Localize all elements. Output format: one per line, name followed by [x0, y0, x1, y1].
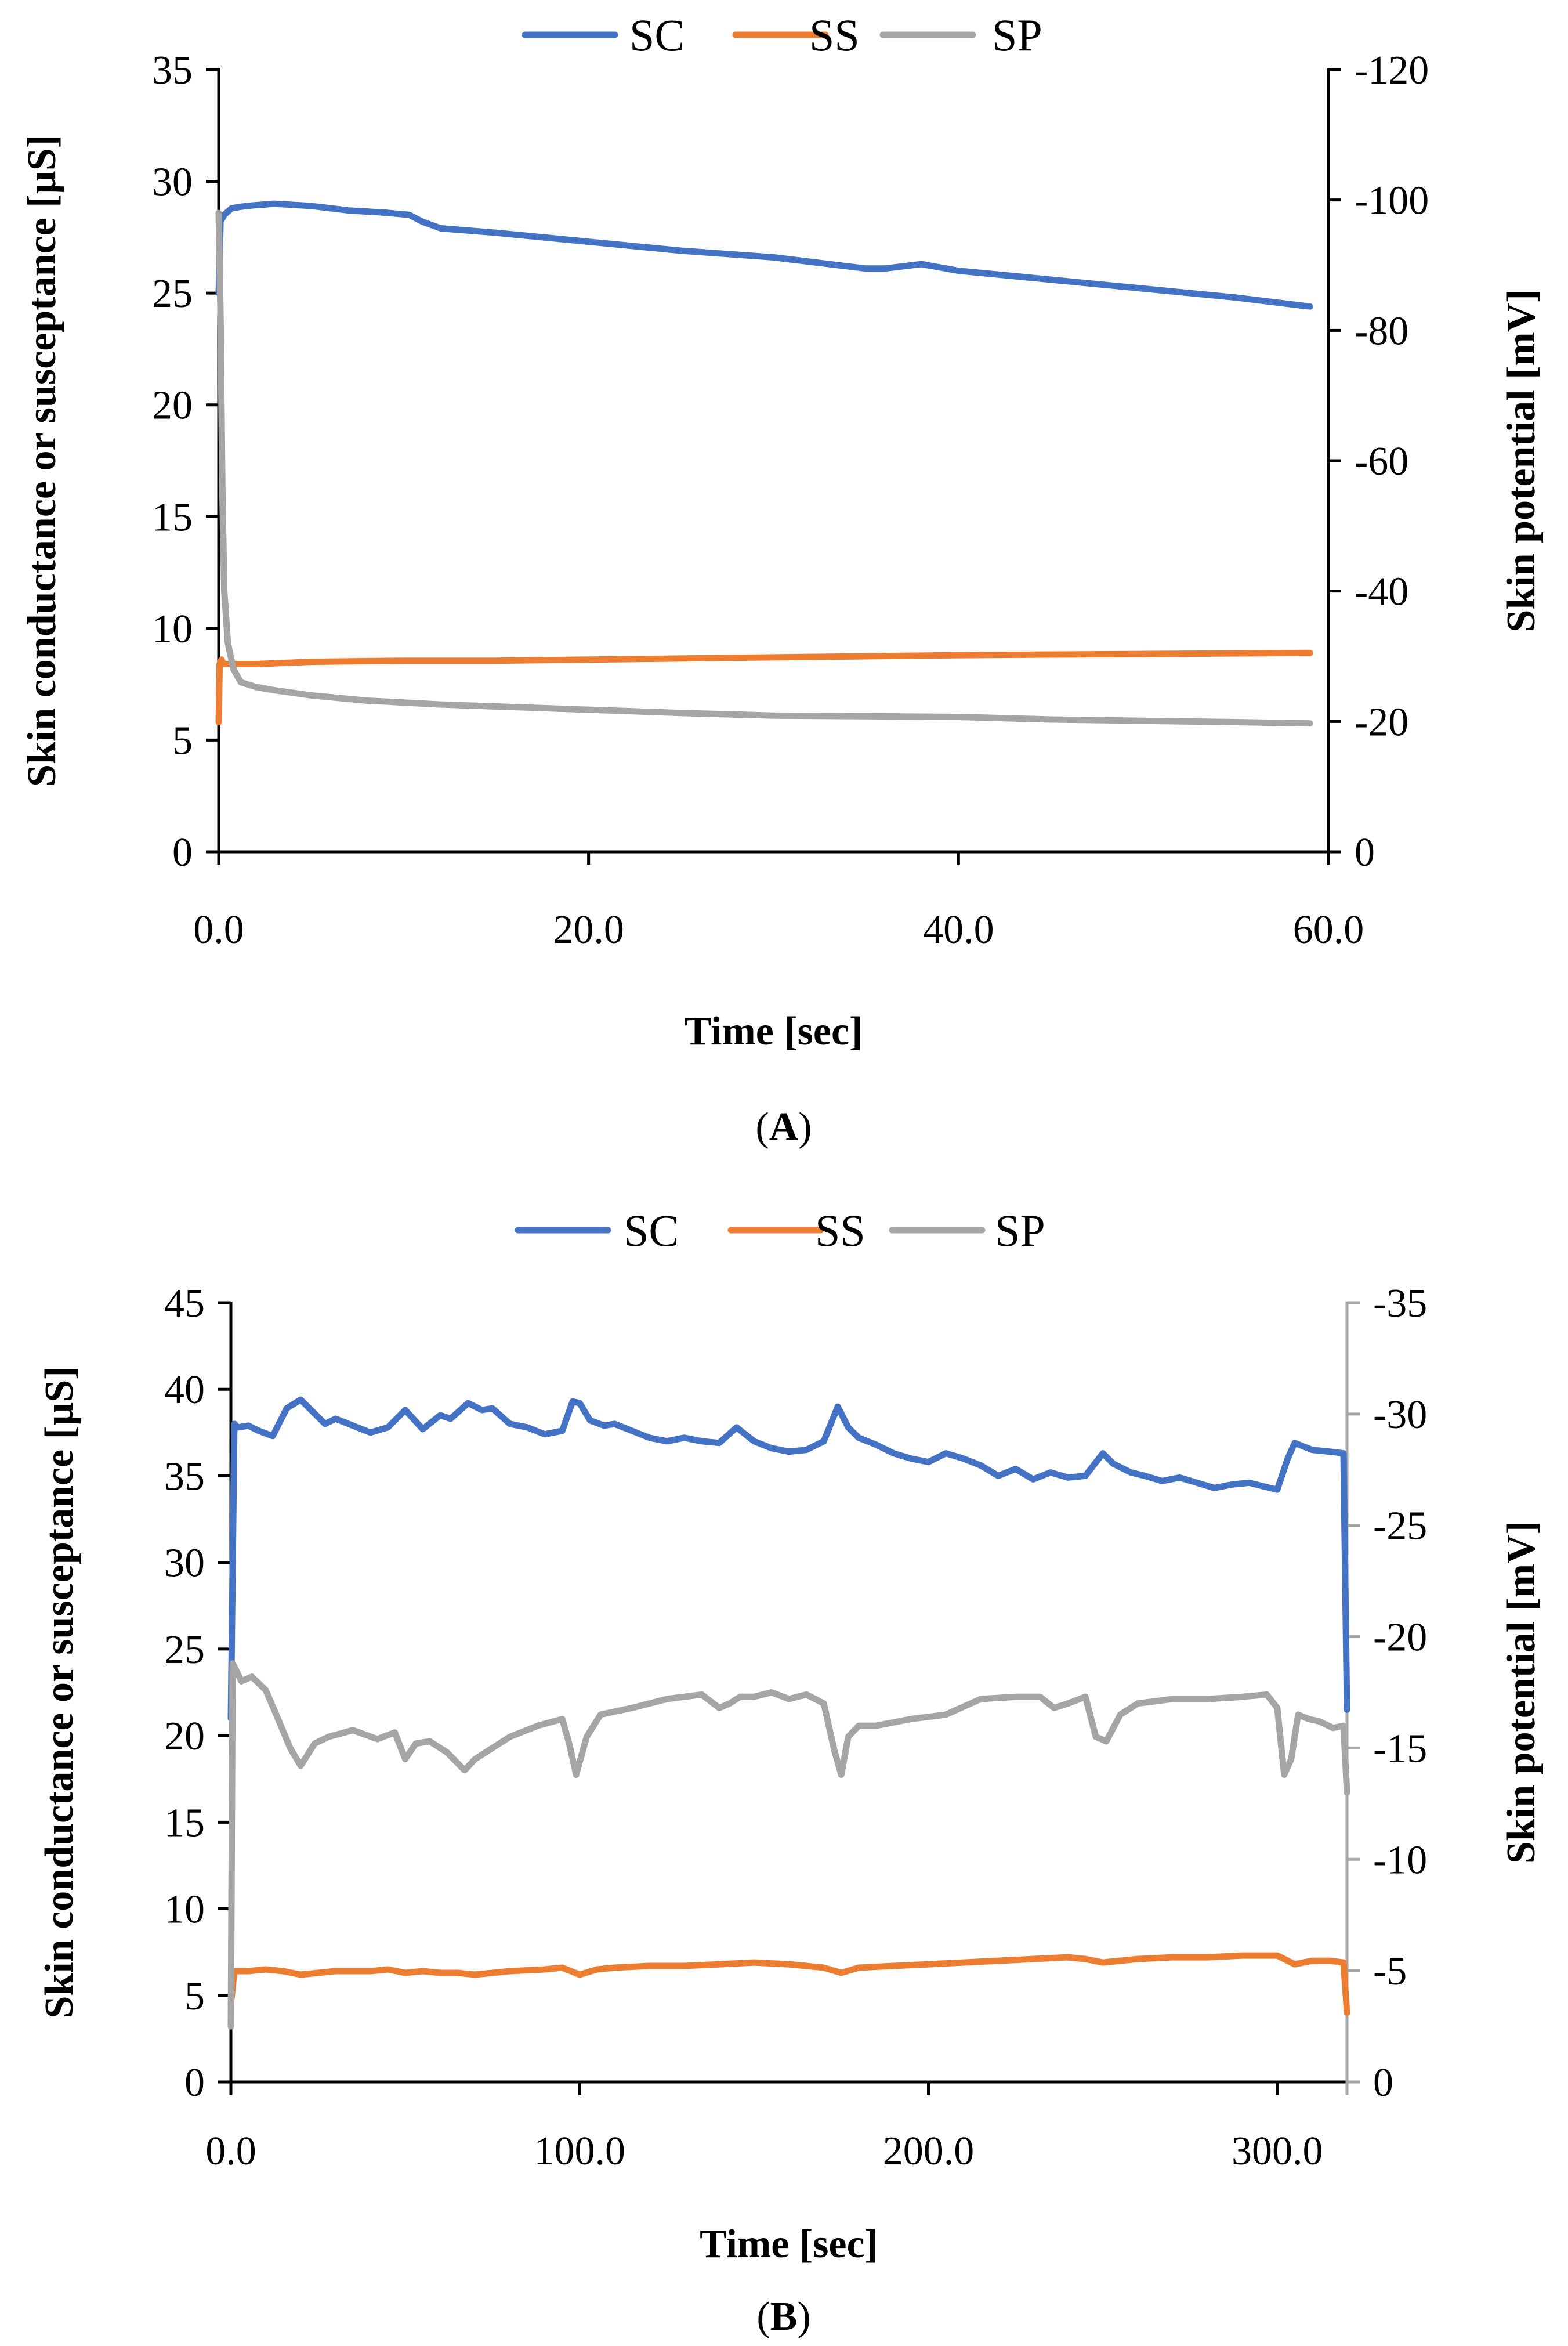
y-tick-label: 40: [164, 1368, 205, 1412]
series-line-sp: [227, 1660, 1350, 2030]
panel-a-chart: 0.0 20.0 40.0 60.0 0 5 10 15 20 25 30 35 0 -20 -40 -60 -…: [20, 10, 1544, 1149]
y2-tick-label: -40: [1355, 570, 1408, 614]
x-axis-title: Time [sec]: [700, 2222, 878, 2267]
y2-tick-label: -5: [1373, 1949, 1407, 1994]
x-tick-label: 0.0: [205, 2129, 256, 2174]
y2-tick-label: -35: [1373, 1281, 1427, 1326]
y2-tick-label: 0: [1355, 830, 1375, 875]
y2-tick-label: -20: [1355, 700, 1408, 744]
legend-label-sc: SC: [629, 10, 685, 60]
y-tick-label: 0: [172, 830, 193, 875]
panel-label: (B): [756, 2294, 810, 2339]
panel-b-chart: 0.0 100.0 200.0 300.0 0 5 10 15 20 25 30 35 40 45 0 -5 -…: [37, 1205, 1544, 2339]
y2-tick-label: -10: [1373, 1838, 1427, 1882]
y-tick-label: 35: [164, 1454, 205, 1499]
y-tick-label: 20: [164, 1714, 205, 1759]
y-tick-label: 25: [152, 272, 193, 316]
series-line-ss: [227, 1952, 1350, 2016]
x-tick-label: 300.0: [1232, 2129, 1323, 2174]
y-tick-label: 10: [152, 607, 193, 652]
y2-tick-label: -60: [1355, 439, 1408, 484]
y-tick-label: 5: [184, 1974, 205, 2019]
panel-label-close-paren: ): [798, 1105, 812, 1149]
y2-axis-title: Skin potential [mV]: [1499, 289, 1544, 632]
panel-label-letter: B: [770, 2294, 798, 2339]
panel-label-letter: A: [769, 1105, 799, 1149]
series-line-sc: [215, 200, 1313, 310]
y-axis-title: Skin conductance or susceptance [µS]: [37, 1366, 82, 2018]
x-tick-label: 40.0: [923, 908, 994, 952]
y-tick-label: 25: [164, 1628, 205, 1672]
y-tick-label: 30: [164, 1541, 205, 1586]
x-tick-label: 60.0: [1293, 908, 1364, 952]
legend-label-ss: SS: [809, 10, 860, 60]
y-tick-label: 15: [152, 495, 193, 540]
legend-label-sp: SP: [995, 1205, 1045, 1256]
y-tick-label: 10: [164, 1888, 205, 1932]
legend-label-sp: SP: [992, 10, 1042, 60]
series-line-sc: [227, 1396, 1350, 1722]
y2-tick-label: 0: [1373, 2061, 1393, 2105]
y2-tick-label: -15: [1373, 1726, 1427, 1771]
y2-axis-title: Skin potential [mV]: [1499, 1521, 1544, 1864]
y2-tick-label: -20: [1373, 1615, 1427, 1660]
panel-label-open-paren: (: [756, 2294, 770, 2339]
legend-label-ss: SS: [815, 1205, 866, 1256]
panel-label-close-paren: ): [797, 2294, 810, 2339]
panel-label-open-paren: (: [755, 1105, 769, 1149]
x-tick-label: 100.0: [534, 2129, 626, 2174]
y2-tick-label: -120: [1355, 48, 1429, 93]
series-line-sp: [215, 209, 1313, 727]
y-tick-label: 0: [184, 2061, 205, 2105]
y2-tick-label: -80: [1355, 309, 1408, 353]
x-tick-label: 20.0: [553, 908, 624, 952]
legend-label-sc: SC: [624, 1205, 679, 1256]
y-tick-label: 20: [152, 384, 193, 428]
panel-label: (A): [755, 1105, 812, 1149]
series-line-ss: [215, 649, 1313, 726]
y2-tick-label: -30: [1373, 1393, 1427, 1437]
x-axis-title: Time [sec]: [685, 1009, 863, 1054]
y-tick-label: 35: [152, 48, 193, 93]
y-axis-title: Skin conductance or susceptance [µS]: [20, 135, 64, 787]
y-tick-label: 15: [164, 1801, 205, 1845]
x-tick-label: 0.0: [193, 908, 244, 952]
y2-tick-label: -25: [1373, 1504, 1427, 1549]
x-tick-label: 200.0: [883, 2129, 975, 2174]
y-tick-label: 30: [152, 160, 193, 205]
y-tick-label: 45: [164, 1281, 205, 1326]
y-tick-label: 5: [172, 718, 193, 763]
y2-tick-label: -100: [1355, 179, 1429, 223]
